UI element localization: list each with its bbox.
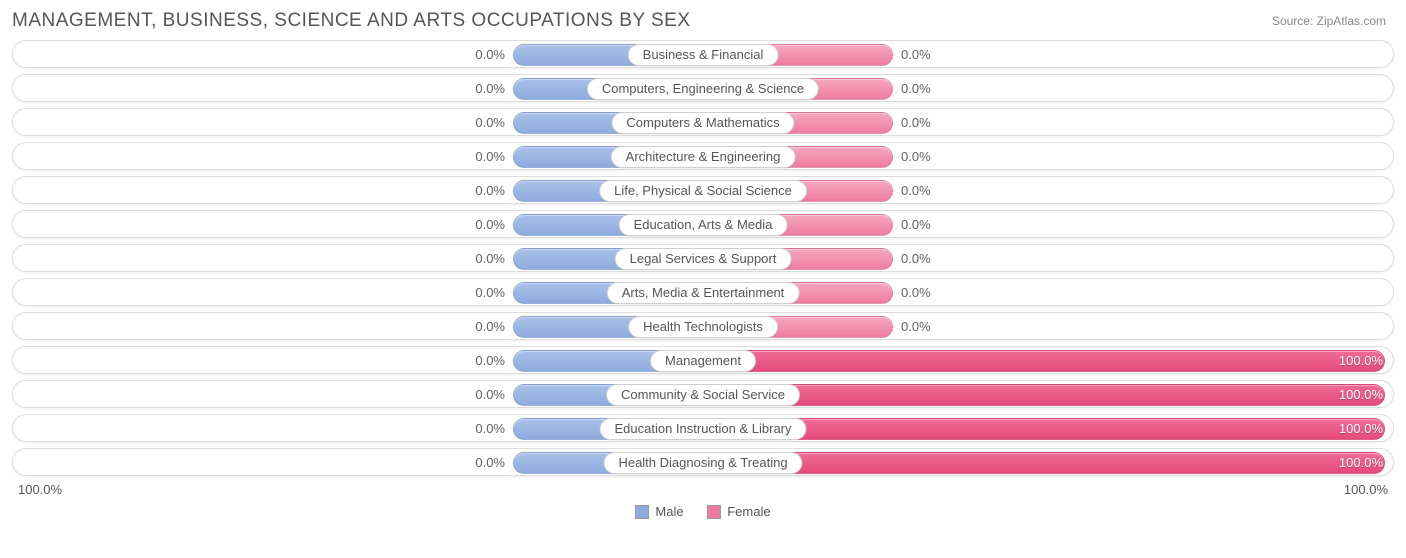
male-value-label: 0.0% <box>475 313 505 341</box>
female-value-label: 0.0% <box>901 109 931 137</box>
category-label: Health Diagnosing & Treating <box>603 452 802 474</box>
female-value-label: 0.0% <box>901 245 931 273</box>
chart-area: 0.0% 0.0% Business & Financial 0.0% 0.0% Comp… <box>12 40 1394 476</box>
male-value-label: 0.0% <box>475 415 505 443</box>
category-label: Business & Financial <box>628 44 779 66</box>
legend-swatch-male <box>635 505 649 519</box>
legend-label-male: Male <box>655 504 683 519</box>
category-label: Education Instruction & Library <box>599 418 806 440</box>
category-label: Architecture & Engineering <box>611 146 796 168</box>
female-value-label: 0.0% <box>901 279 931 307</box>
legend-item-female: Female <box>707 504 770 519</box>
category-label: Education, Arts & Media <box>619 214 788 236</box>
female-bar <box>703 384 1385 406</box>
category-label: Legal Services & Support <box>615 248 792 270</box>
chart-row: 0.0% 0.0% Health Technologists <box>12 312 1394 340</box>
male-value-label: 0.0% <box>475 41 505 69</box>
legend-label-female: Female <box>727 504 770 519</box>
male-value-label: 0.0% <box>475 245 505 273</box>
legend-swatch-female <box>707 505 721 519</box>
male-value-label: 0.0% <box>475 279 505 307</box>
male-value-label: 0.0% <box>475 143 505 171</box>
category-label: Computers & Mathematics <box>611 112 794 134</box>
chart-row: 0.0% 0.0% Computers & Mathematics <box>12 108 1394 136</box>
male-value-label: 0.0% <box>475 381 505 409</box>
category-label: Arts, Media & Entertainment <box>607 282 800 304</box>
category-label: Life, Physical & Social Science <box>599 180 807 202</box>
male-value-label: 0.0% <box>475 449 505 477</box>
chart-row: 0.0% 100.0% Management <box>12 346 1394 374</box>
source-value: ZipAtlas.com <box>1317 14 1386 28</box>
category-label: Computers, Engineering & Science <box>587 78 819 100</box>
female-value-label: 100.0% <box>1339 347 1383 375</box>
chart-row: 0.0% 0.0% Life, Physical & Social Science <box>12 176 1394 204</box>
legend-item-male: Male <box>635 504 683 519</box>
category-label: Health Technologists <box>628 316 778 338</box>
chart-row: 0.0% 0.0% Arts, Media & Entertainment <box>12 278 1394 306</box>
chart-row: 0.0% 0.0% Architecture & Engineering <box>12 142 1394 170</box>
axis-tick-left: 100.0% <box>18 482 62 497</box>
female-value-label: 100.0% <box>1339 415 1383 443</box>
legend: Male Female <box>12 504 1394 522</box>
source-attribution: Source: ZipAtlas.com <box>1272 14 1386 28</box>
female-value-label: 0.0% <box>901 211 931 239</box>
female-value-label: 0.0% <box>901 177 931 205</box>
female-value-label: 0.0% <box>901 313 931 341</box>
female-value-label: 100.0% <box>1339 381 1383 409</box>
male-value-label: 0.0% <box>475 109 505 137</box>
category-label: Community & Social Service <box>606 384 800 406</box>
female-bar <box>703 452 1385 474</box>
chart-row: 0.0% 100.0% Health Diagnosing & Treating <box>12 448 1394 476</box>
male-value-label: 0.0% <box>475 347 505 375</box>
male-value-label: 0.0% <box>475 177 505 205</box>
chart-row: 0.0% 0.0% Business & Financial <box>12 40 1394 68</box>
chart-title: MANAGEMENT, BUSINESS, SCIENCE AND ARTS O… <box>12 10 1394 32</box>
female-bar <box>703 350 1385 372</box>
axis-tick-right: 100.0% <box>1344 482 1388 497</box>
chart-row: 0.0% 100.0% Community & Social Service <box>12 380 1394 408</box>
female-value-label: 0.0% <box>901 41 931 69</box>
male-value-label: 0.0% <box>475 75 505 103</box>
chart-row: 0.0% 0.0% Legal Services & Support <box>12 244 1394 272</box>
chart-row: 0.0% 0.0% Computers, Engineering & Science <box>12 74 1394 102</box>
category-label: Management <box>650 350 756 372</box>
female-value-label: 0.0% <box>901 143 931 171</box>
x-axis: 100.0% 100.0% <box>12 482 1394 498</box>
female-value-label: 100.0% <box>1339 449 1383 477</box>
source-label: Source: <box>1272 14 1313 28</box>
chart-row: 0.0% 100.0% Education Instruction & Librar… <box>12 414 1394 442</box>
chart-row: 0.0% 0.0% Education, Arts & Media <box>12 210 1394 238</box>
male-value-label: 0.0% <box>475 211 505 239</box>
female-value-label: 0.0% <box>901 75 931 103</box>
